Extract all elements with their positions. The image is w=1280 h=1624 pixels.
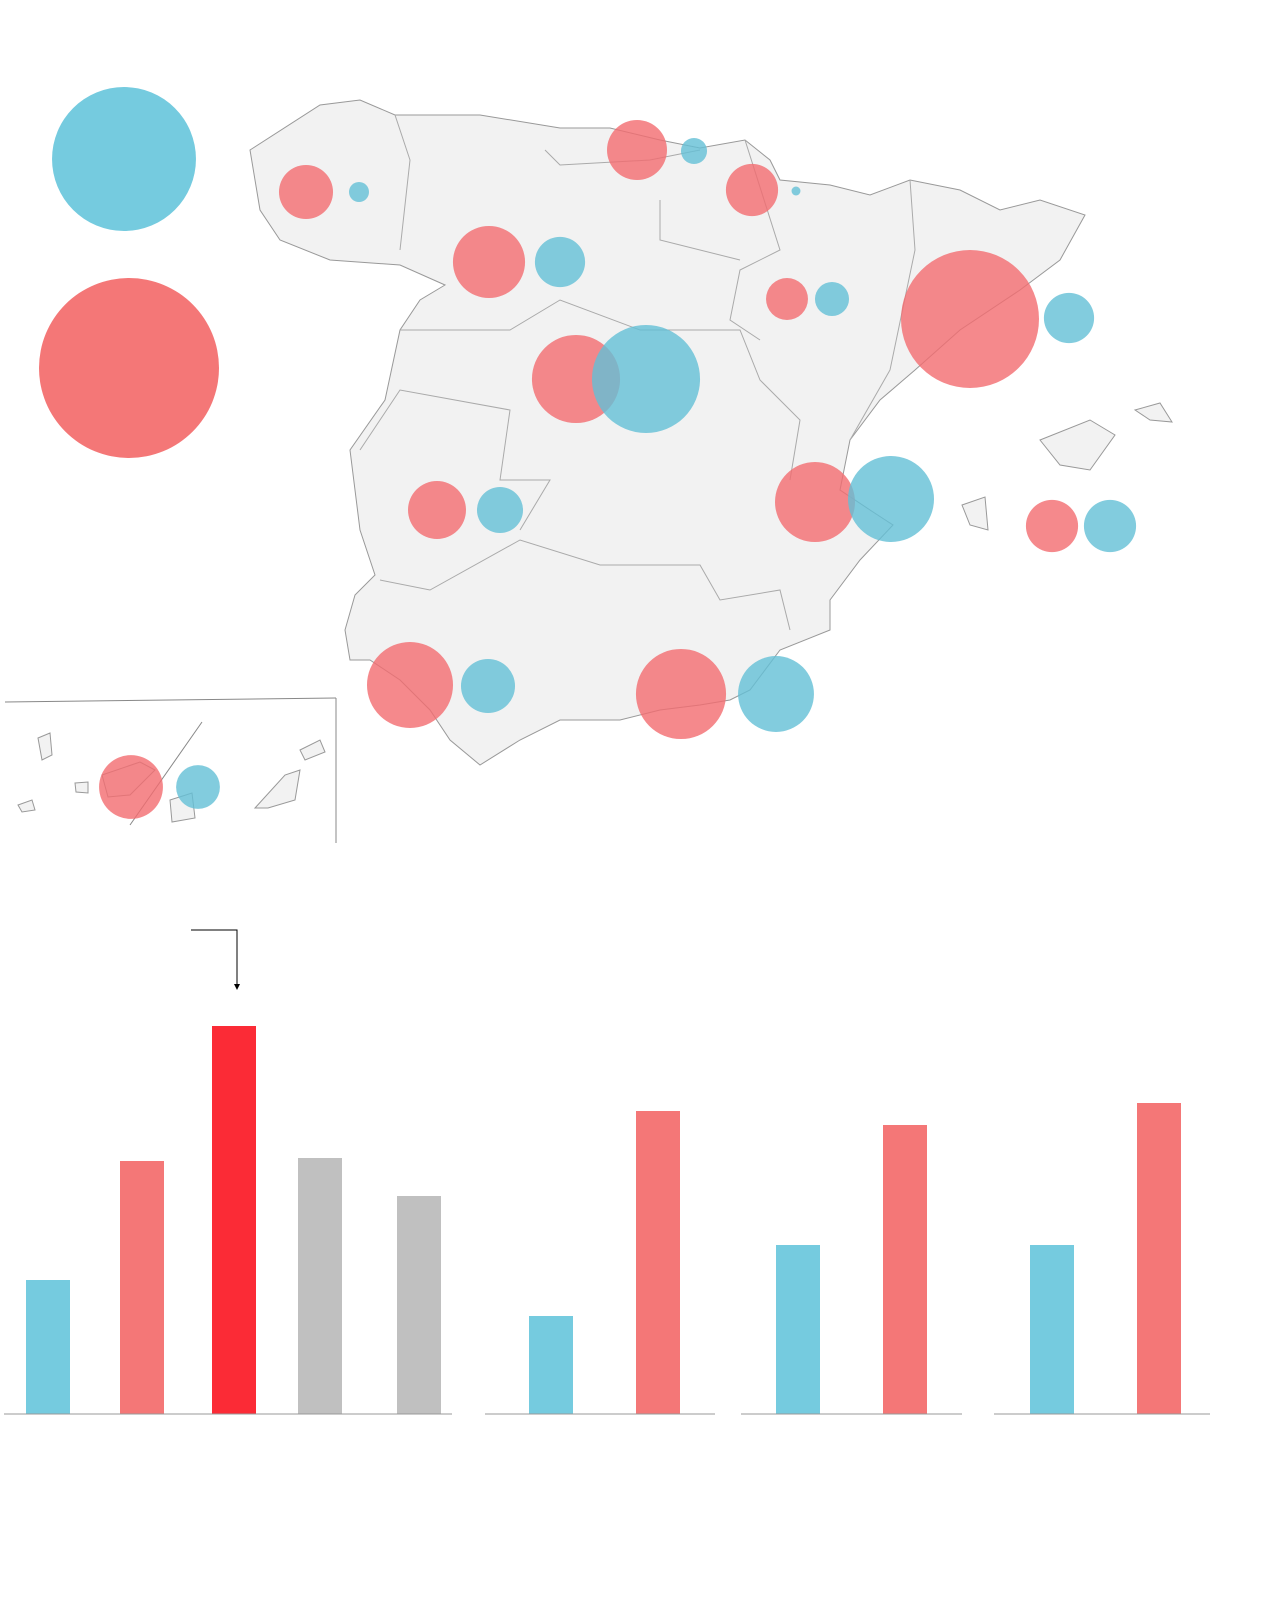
bar: [1137, 1103, 1181, 1414]
bubble: [725, 163, 779, 217]
bar: [776, 1245, 820, 1414]
size-key-bubble: [52, 87, 196, 231]
annotation-arrowhead: [234, 984, 240, 990]
bubble: [1025, 499, 1079, 553]
bubble: [366, 641, 454, 729]
map-mallorca: [1039, 419, 1116, 471]
bar: [1030, 1245, 1074, 1414]
map-canary: [17, 732, 326, 823]
bar: [883, 1125, 927, 1414]
bar: [397, 1196, 441, 1414]
bubble: [607, 120, 667, 180]
bubble: [738, 656, 814, 732]
annotation-arrow: [191, 929, 238, 985]
bubble: [1043, 292, 1095, 344]
bubble: [476, 486, 524, 534]
bubble: [349, 182, 369, 202]
bar: [120, 1161, 164, 1414]
bubble: [176, 765, 220, 809]
inset-border: [4, 697, 337, 703]
bubble: [847, 455, 935, 543]
bubble: [1083, 499, 1137, 553]
bubble: [635, 648, 727, 740]
bar: [212, 1026, 256, 1414]
map-ibiza: [961, 496, 989, 531]
size-key-bubble: [39, 278, 219, 458]
bubble: [278, 164, 334, 220]
bubble: [791, 186, 801, 196]
bubble: [452, 225, 526, 299]
bubble: [591, 324, 701, 434]
bar: [636, 1111, 680, 1414]
bar: [298, 1158, 342, 1414]
bubble: [460, 658, 516, 714]
bubble: [901, 250, 1039, 388]
bubble: [766, 278, 808, 320]
bar: [529, 1316, 573, 1414]
bubble: [775, 462, 855, 542]
map-menorca: [1133, 402, 1173, 423]
bar: [26, 1280, 70, 1414]
bubble: [680, 137, 708, 165]
bubble: [814, 281, 850, 317]
bubble: [99, 755, 163, 819]
bubble: [534, 236, 586, 288]
bubble: [408, 481, 466, 539]
